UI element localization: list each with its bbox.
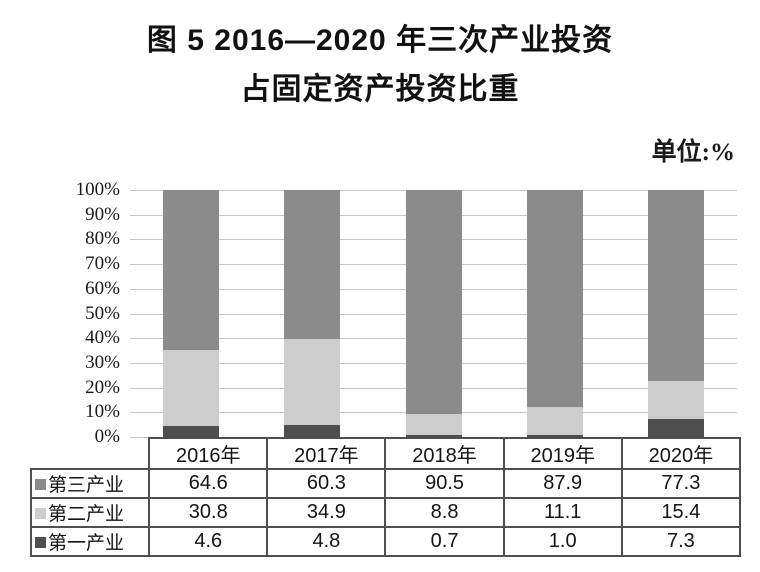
legend-cell: 第一产业	[29, 526, 151, 557]
plot-area	[130, 190, 737, 438]
y-axis-tick-label: 20%	[85, 376, 120, 398]
year-header-cell: 2017年	[266, 437, 387, 470]
legend-swatch-icon	[35, 508, 46, 520]
value-cell: 77.3	[620, 468, 742, 499]
bar-segment-第一产业	[162, 425, 219, 437]
bar-segment-第一产业	[284, 425, 341, 437]
bar-segment-第二产业	[526, 407, 583, 435]
table-row-第二产业: 第二产业 30.8 34.9 8.8 11.1 15.4	[29, 497, 742, 528]
bar-segment-第二产业	[405, 413, 462, 436]
bar-segment-第一产业	[405, 435, 462, 437]
y-axis-tick-label: 100%	[75, 179, 120, 200]
bar-segment-第二产业	[284, 338, 341, 426]
value-cell: 11.1	[502, 497, 623, 528]
year-header-cell: 2019年	[502, 437, 623, 470]
legend-label: 第二产业	[48, 504, 125, 525]
legend-swatch-icon	[35, 479, 46, 491]
value-cell: 8.8	[384, 497, 505, 528]
value-cell: 64.6	[148, 468, 269, 499]
y-axis-tick-label: 0%	[94, 426, 120, 447]
bar-segment-第二产业	[648, 380, 705, 419]
stacked-bar-2020年	[648, 190, 705, 437]
value-cell: 34.9	[266, 497, 387, 528]
chart-title-line2: 占固定资产投资比重	[240, 73, 520, 106]
table-header-row: 2016年 2017年 2018年 2019年 2020年	[31, 437, 742, 470]
y-axis-tick-label: 70%	[85, 253, 120, 275]
stacked-bar-2016年	[162, 190, 219, 437]
year-header-cell: 2016年	[148, 437, 269, 470]
bar-segment-第二产业	[162, 349, 219, 426]
y-axis-tick-label: 30%	[85, 351, 120, 373]
stacked-bar-2019年	[526, 190, 583, 437]
legend-cell: 第三产业	[29, 468, 151, 499]
value-cell: 1.0	[502, 526, 623, 557]
value-cell: 0.7	[384, 526, 505, 557]
unit-label: 单位:%	[651, 139, 735, 166]
value-cell: 15.4	[620, 497, 742, 528]
bar-segment-第一产业	[526, 434, 583, 437]
legend-cell: 第二产业	[29, 497, 151, 528]
y-axis-tick-label: 50%	[85, 302, 120, 324]
table-corner-empty-cell	[31, 438, 149, 469]
year-header-cell: 2020年	[620, 437, 742, 470]
legend-label: 第三产业	[48, 475, 125, 496]
stacked-bar-2018年	[405, 190, 462, 437]
y-axis-tick-label: 10%	[85, 401, 120, 423]
value-cell: 87.9	[502, 468, 623, 499]
legend-label: 第一产业	[48, 533, 125, 554]
y-axis-tick-label: 40%	[85, 327, 120, 349]
data-table: 2016年 2017年 2018年 2019年 2020年第三产业 64.6 60.3 90.…	[29, 437, 742, 557]
chart-title-line1: 图 5 2016—2020 年三次产业投资	[146, 24, 614, 57]
stacked-bar-2017年	[284, 190, 341, 437]
value-cell: 7.3	[620, 526, 742, 557]
value-cell: 4.8	[266, 526, 387, 557]
y-axis-tick-label: 90%	[85, 203, 120, 225]
table-row-第一产业: 第一产业 4.6 4.8 0.7 1.0 7.3	[29, 526, 742, 557]
value-cell: 90.5	[384, 468, 505, 499]
bar-segment-第一产业	[648, 418, 705, 437]
y-axis-tick-label: 80%	[85, 228, 120, 250]
value-cell: 60.3	[266, 468, 387, 499]
value-cell: 30.8	[148, 497, 269, 528]
value-cell: 4.6	[148, 526, 269, 557]
table-row-第三产业: 第三产业 64.6 60.3 90.5 87.9 77.3	[29, 468, 742, 499]
bar-segment-第三产业	[648, 190, 705, 381]
bar-segment-第三产业	[405, 190, 462, 414]
legend-swatch-icon	[35, 537, 46, 549]
y-axis-tick-label: 60%	[85, 277, 120, 299]
bar-segment-第三产业	[526, 190, 583, 408]
bar-segment-第三产业	[284, 190, 341, 339]
year-header-cell: 2018年	[384, 437, 505, 470]
chart-title: 图 5 2016—2020 年三次产业投资 占固定资产投资比重	[0, 16, 760, 114]
bar-segment-第三产业	[162, 190, 219, 350]
